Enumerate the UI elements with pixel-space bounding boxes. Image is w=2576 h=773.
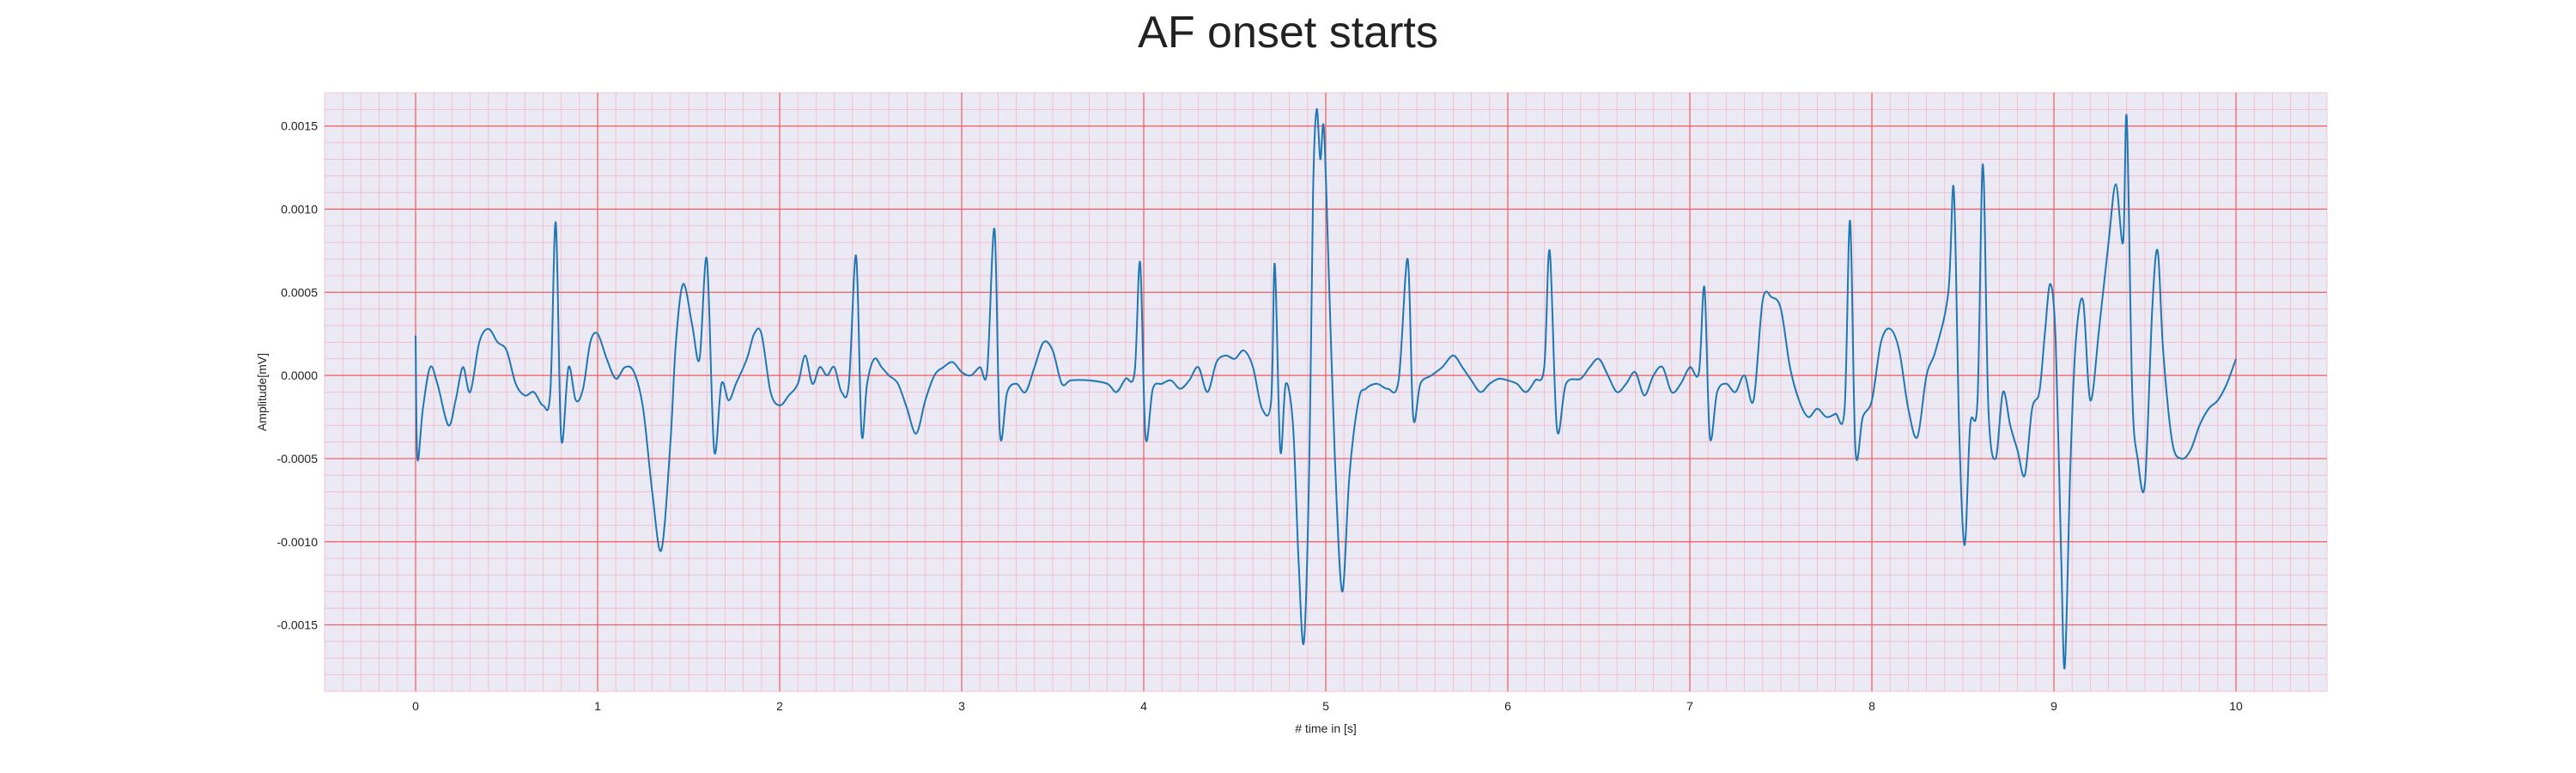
y-axis-label: Amplitude[mV] — [255, 353, 269, 431]
x-tick-label: 2 — [776, 699, 783, 713]
x-tick-label: 3 — [958, 699, 965, 713]
y-tick-label: -0.0015 — [277, 618, 319, 632]
chart-title: AF onset starts — [1138, 8, 1438, 58]
x-tick-label: 5 — [1322, 699, 1329, 713]
x-axis-ticks: 0 1 2 3 4 5 6 7 8 9 10 — [412, 699, 2243, 713]
x-tick-label: 4 — [1140, 699, 1147, 713]
x-tick-label: 7 — [1686, 699, 1693, 713]
y-axis-ticks: 0.0015 0.0010 0.0005 0.0000 -0.0005 -0.0010 -0… — [277, 119, 319, 632]
major-grid — [325, 93, 2327, 691]
x-tick-label: 9 — [2050, 699, 2057, 713]
x-tick-label: 1 — [594, 699, 601, 713]
y-tick-label: -0.0005 — [277, 452, 319, 466]
y-tick-label: -0.0010 — [277, 535, 319, 549]
x-tick-label: 6 — [1504, 699, 1511, 713]
y-tick-label: 0.0005 — [281, 285, 318, 299]
y-tick-label: 0.0010 — [281, 203, 318, 216]
x-tick-label: 10 — [2229, 699, 2243, 713]
x-axis-label: # time in [s] — [1295, 721, 1357, 735]
y-tick-label: 0.0015 — [281, 119, 318, 133]
x-tick-label: 8 — [1868, 699, 1875, 713]
x-tick-label: 0 — [412, 699, 419, 713]
y-tick-label: 0.0000 — [281, 368, 318, 382]
ecg-series-line — [415, 108, 2237, 670]
